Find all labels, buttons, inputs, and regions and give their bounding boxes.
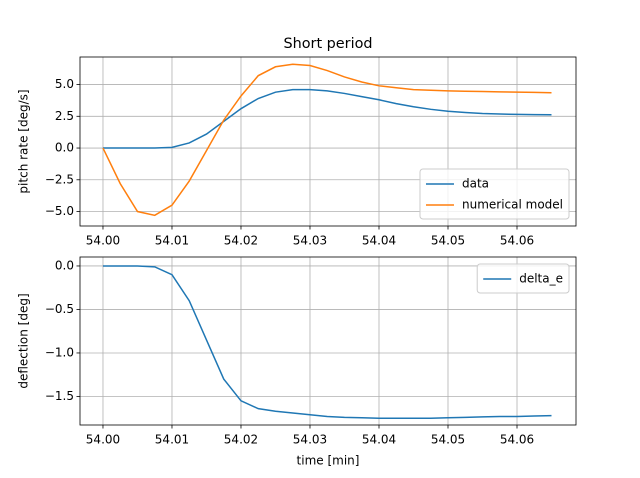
y-axis-label: pitch rate [deg/s] — [17, 89, 31, 193]
y-tick-label: 0.0 — [55, 258, 74, 272]
data-line — [102, 63, 552, 217]
y-tick-label: 2.5 — [55, 109, 74, 123]
y-tick-label: 0.0 — [55, 141, 74, 155]
y-tick-label: −1.5 — [45, 389, 74, 403]
x-tick-label: 54.03 — [293, 433, 327, 447]
legend-label: data — [462, 177, 489, 191]
y-tick-label: −2.5 — [45, 172, 74, 186]
x-tick-label: 54.02 — [224, 433, 258, 447]
y-tick-label: −5.0 — [45, 204, 74, 218]
x-axis-label: time [min] — [297, 454, 360, 468]
y-axis-label: deflection [deg] — [17, 293, 31, 388]
chart-title: Short period — [283, 36, 372, 52]
y-tick-label: −1.0 — [45, 345, 74, 359]
x-tick-label: 54.05 — [431, 234, 465, 248]
x-tick-label: 54.04 — [362, 433, 396, 447]
data-line — [102, 265, 552, 419]
axes-frame — [79, 56, 577, 227]
x-tick-label: 54.02 — [224, 234, 258, 248]
y-tick-label: 5.0 — [55, 77, 74, 91]
x-tick-label: 54.01 — [155, 234, 189, 248]
y-tick-label: −0.5 — [45, 302, 74, 316]
data-line — [102, 88, 552, 149]
x-tick-label: 54.06 — [500, 234, 534, 248]
legend-box — [476, 263, 570, 294]
legend-label: numerical model — [462, 198, 563, 212]
legend: delta_e — [476, 263, 570, 294]
x-tick-label: 54.01 — [155, 433, 189, 447]
x-tick-label: 54.06 — [500, 433, 534, 447]
x-tick-label: 54.03 — [293, 234, 327, 248]
x-tick-label: 54.00 — [86, 234, 120, 248]
legend-box — [419, 168, 570, 220]
axes-frame — [79, 256, 577, 426]
x-tick-label: 54.04 — [362, 234, 396, 248]
x-tick-label: 54.05 — [431, 433, 465, 447]
legend-label: delta_e — [519, 272, 563, 286]
x-tick-label: 54.00 — [86, 433, 120, 447]
legend: data numerical model — [419, 168, 570, 220]
